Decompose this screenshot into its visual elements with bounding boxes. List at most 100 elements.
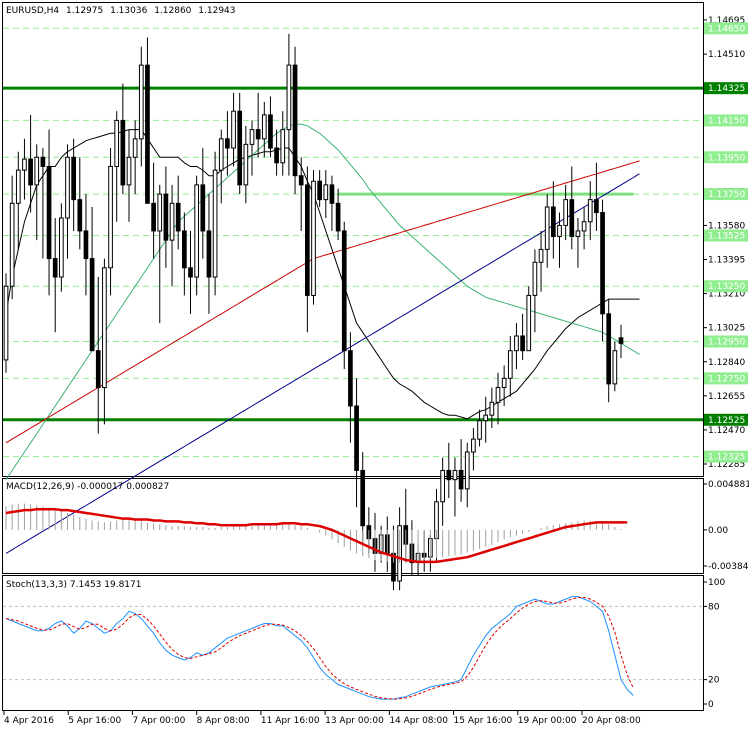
candle: [440, 457, 445, 526]
candle: [231, 92, 236, 167]
candle: [471, 428, 476, 471]
time-tick-label: 8 Apr 08:00: [197, 716, 250, 726]
candle-body: [594, 199, 599, 214]
candle: [163, 166, 169, 268]
stoch-header: Stoch(13,3,3) 7.1453 19.8171: [6, 580, 141, 590]
time-tick-label: 13 Apr 00:00: [325, 716, 384, 726]
level-label-box: [704, 82, 748, 95]
time-tick-label: 7 Apr 00:00: [132, 716, 185, 726]
candle-body: [526, 294, 532, 352]
candle-body: [145, 64, 150, 204]
candle-body: [471, 438, 476, 453]
level-label-box: [704, 229, 748, 242]
candle-body: [538, 248, 544, 263]
candle-body: [329, 184, 335, 204]
candle: [102, 258, 107, 425]
time-tick-label: 14 Apr 08:00: [389, 716, 448, 726]
stoch-tick-label: 100: [708, 578, 725, 588]
candle-body: [446, 469, 452, 481]
candle-body: [218, 138, 224, 171]
macd-plot: 0.004881 0.00 -0.00384: [5, 480, 749, 572]
candle: [348, 332, 353, 443]
candle-body: [563, 199, 568, 226]
candle-body: [22, 158, 27, 171]
candle-body: [335, 202, 341, 232]
candle-body: [261, 114, 267, 140]
price-tick-label: 1.12655: [708, 392, 745, 402]
candle-body: [3, 285, 9, 361]
macd-signal-line: [5, 507, 628, 564]
level-label: 1.13250: [708, 282, 745, 292]
candle-body: [89, 258, 95, 352]
candle-body: [280, 129, 286, 164]
candle-body: [15, 169, 21, 204]
candle: [501, 365, 507, 406]
time-tick-label: 15 Apr 16:00: [454, 716, 513, 726]
candle: [618, 324, 624, 359]
candle-body: [458, 469, 464, 490]
candle: [495, 372, 501, 425]
candle: [71, 138, 76, 231]
price-axis: 1.14695 1.14510 1.14325 1.14150 1.13950 1.137…: [703, 16, 748, 470]
level-label-box: [704, 114, 748, 127]
level-label: 1.12525: [708, 416, 745, 426]
level-label-box: [704, 280, 748, 293]
candle-body: [317, 180, 322, 201]
candle: [532, 249, 538, 333]
time-tick-label: 19 Apr 00:00: [518, 716, 577, 726]
candle: [575, 218, 581, 268]
time-tick-label: 5 Apr 16:00: [68, 716, 121, 726]
price-tick-label: 1.13025: [708, 324, 745, 334]
candle-body: [28, 158, 33, 186]
candle: [544, 194, 550, 268]
candle-body: [274, 147, 279, 164]
candle-body: [77, 199, 83, 232]
candle-body: [360, 469, 366, 527]
candle: [188, 230, 193, 314]
price-tick-label: 1.14510: [708, 50, 745, 60]
price-tick-label: 1.14695: [708, 16, 745, 26]
level-label-box: [704, 335, 748, 348]
candle: [477, 409, 482, 447]
candle: [354, 378, 359, 508]
candle-body: [120, 119, 126, 186]
candle-body: [489, 401, 495, 416]
candle-body: [175, 202, 181, 232]
candle-body: [225, 138, 230, 149]
candle-body: [249, 129, 255, 145]
candle-body: [151, 202, 156, 232]
candle: [341, 221, 347, 370]
candle-body: [65, 156, 70, 219]
candle: [458, 439, 464, 502]
candle: [329, 175, 335, 231]
time-tick-label: 4 Apr 2016: [4, 716, 54, 726]
candle: [175, 175, 181, 250]
candle: [261, 101, 267, 158]
candle-body: [501, 377, 507, 389]
candle: [157, 184, 163, 324]
candle: [132, 120, 138, 195]
level-label-box: [704, 188, 748, 201]
candle: [65, 144, 70, 259]
macd-panel: [2, 478, 704, 574]
candle: [182, 212, 187, 296]
candle-body: [323, 184, 329, 201]
candle-body: [305, 184, 310, 296]
candle-body: [9, 202, 15, 287]
candle: [507, 335, 513, 397]
level-label: 1.12950: [708, 337, 745, 347]
candle-body: [138, 64, 144, 140]
candle-body: [292, 64, 298, 177]
level-label-box: [704, 450, 748, 463]
candle: [292, 46, 298, 195]
candle-body: [311, 180, 316, 296]
candle: [483, 396, 489, 443]
candle: [77, 157, 83, 250]
candle: [551, 181, 556, 259]
candle-body: [83, 230, 89, 260]
candle-body: [544, 206, 550, 250]
level-label: 1.13950: [708, 153, 745, 163]
price-tick-label: 1.12840: [708, 358, 745, 368]
candle: [145, 37, 150, 204]
